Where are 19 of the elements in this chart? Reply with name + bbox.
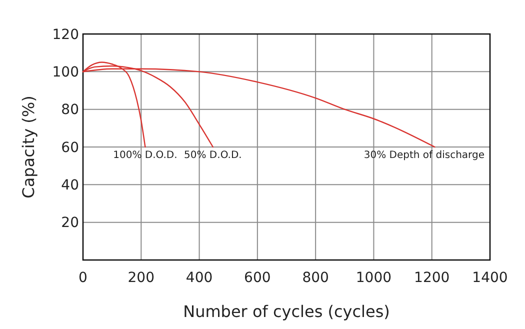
y-tick-label: 60 (61, 140, 79, 156)
x-tick-label: 400 (186, 270, 213, 286)
y-tick-label: 40 (61, 178, 79, 194)
x-tick-label: 200 (128, 270, 155, 286)
x-tick-label: 1000 (356, 270, 392, 286)
annotation: 50% D.O.D. (184, 150, 242, 161)
y-tick-label: 20 (61, 215, 79, 232)
y-axis-title: Capacity (%) (19, 96, 38, 198)
x-tick-label: 600 (244, 270, 271, 286)
x-tick-label: 1200 (414, 270, 450, 286)
y-tick-label: 120 (52, 26, 79, 43)
x-axis-title: Number of cycles (cycles) (183, 302, 390, 321)
x-tick-label: 0 (78, 270, 88, 286)
annotation: 100% D.O.D. (113, 150, 178, 161)
x-tick-label: 1400 (472, 270, 508, 286)
x-tick-label: 800 (302, 270, 329, 286)
y-tick-label: 80 (61, 102, 79, 118)
y-tick-label: 100 (52, 64, 79, 81)
annotation: 30% Depth of discharge (364, 150, 485, 161)
